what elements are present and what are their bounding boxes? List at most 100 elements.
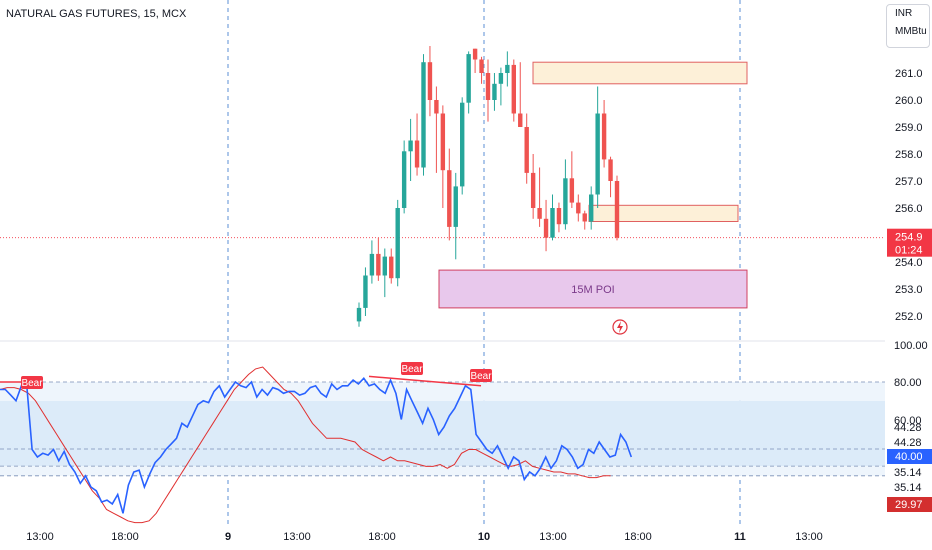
candle-body	[421, 62, 426, 168]
candle	[485, 59, 491, 122]
candle	[421, 54, 426, 176]
zone-box	[532, 61, 748, 85]
candle-body	[498, 73, 504, 84]
candle	[447, 148, 452, 241]
candle-body	[614, 181, 620, 238]
rsi-value-label: 40.00	[895, 451, 923, 463]
candle-body	[530, 172, 536, 208]
candle-body	[401, 151, 407, 208]
candle	[595, 86, 600, 208]
candle	[608, 156, 613, 198]
candle	[492, 73, 497, 111]
candle-layer	[356, 46, 620, 327]
price-tick-label: 253.0	[895, 284, 923, 296]
candle	[369, 240, 375, 284]
time-tick-label: 13:00	[26, 531, 54, 543]
lower-band-fill	[0, 466, 885, 476]
candle	[453, 172, 458, 260]
bear-label: Bear	[401, 364, 423, 375]
candle-body	[427, 62, 433, 100]
osc-tick-label: 35.14	[894, 467, 922, 479]
candle-body	[472, 48, 478, 60]
candle	[524, 113, 529, 184]
candle	[466, 51, 471, 114]
bear-badge	[21, 376, 43, 389]
candle-body	[511, 64, 516, 114]
candle-body	[518, 113, 523, 127]
candle	[395, 199, 400, 287]
candle	[543, 199, 549, 252]
candle-body	[485, 73, 491, 100]
last-price-label: 254.9	[895, 232, 923, 244]
time-tick-label: 18:00	[624, 531, 652, 543]
time-tick-label: 13:00	[539, 531, 567, 543]
candle	[427, 46, 433, 117]
candle	[382, 248, 387, 298]
candle-body	[479, 59, 484, 73]
price-tick-label: 254.0	[895, 257, 923, 269]
candle	[479, 56, 484, 84]
zone-layer: 15M POI	[438, 61, 748, 335]
candle-body	[550, 208, 555, 238]
oscillator-pane: Bear Bear Bear	[0, 362, 885, 524]
candle-body	[440, 113, 446, 171]
candle-body	[569, 178, 575, 203]
poi-label: 15M POI	[571, 284, 614, 296]
candle-body	[543, 218, 549, 238]
chart-title: NATURAL GAS FUTURES, 15, MCX	[6, 8, 187, 20]
price-tick-label: 259.0	[895, 122, 923, 134]
candle-body	[582, 213, 587, 222]
candle-body	[492, 83, 497, 100]
zone-box	[438, 269, 748, 309]
candle-body	[447, 170, 452, 227]
candle-body	[601, 113, 607, 160]
candle	[550, 194, 555, 241]
candle-body	[524, 127, 529, 173]
candle-body	[563, 178, 568, 225]
candle	[614, 175, 620, 241]
price-tick-label: 261.0	[895, 68, 923, 80]
candle-body	[505, 64, 510, 73]
candle	[563, 159, 568, 230]
last-price-badge	[887, 228, 932, 257]
grid-lines	[0, 0, 885, 525]
candle-body	[576, 202, 581, 214]
candle-body	[537, 208, 542, 219]
candle	[389, 248, 394, 284]
unit-label: MMBtu	[895, 26, 927, 37]
candle	[511, 59, 516, 122]
currency-unit-menu[interactable]: INR MMBtu	[886, 4, 930, 48]
axis-layer: 261.0 260.0 259.0 258.0 257.0 256.0 254.0 253.0…	[26, 68, 932, 543]
candle	[472, 48, 478, 73]
candle	[376, 237, 381, 281]
price-tick-label: 256.0	[895, 203, 923, 215]
bear-label: Bear	[470, 371, 492, 382]
candle	[601, 100, 607, 168]
signal-value-badge	[887, 497, 932, 512]
candle	[537, 167, 542, 227]
zone-box	[588, 204, 739, 223]
price-tick-label: 257.0	[895, 176, 923, 188]
bear-divergence-line	[368, 375, 482, 387]
rsi-value-badge	[887, 449, 932, 464]
time-tick-label: 18:00	[368, 531, 396, 543]
bear-signal: Bear	[401, 362, 423, 375]
time-tick-label: 9	[225, 531, 231, 543]
time-tick-label: 11	[734, 531, 746, 543]
candle	[414, 113, 420, 176]
osc-tick-label: 44.28	[894, 422, 922, 434]
candle	[589, 186, 594, 230]
lightning-icon[interactable]	[612, 319, 628, 335]
candle-body	[434, 100, 439, 114]
osc-tick-label: 60.00	[894, 415, 922, 427]
time-tick-label: 13:00	[795, 531, 823, 543]
bear-signal: Bear	[21, 376, 43, 389]
candle-body	[414, 140, 420, 168]
candle-body	[595, 113, 600, 195]
upper-band-fill	[0, 382, 885, 401]
band-fill	[0, 400, 885, 467]
bear-label: Bear	[21, 378, 43, 389]
osc-tick-label: 44.28	[894, 437, 922, 449]
candle	[498, 67, 504, 106]
